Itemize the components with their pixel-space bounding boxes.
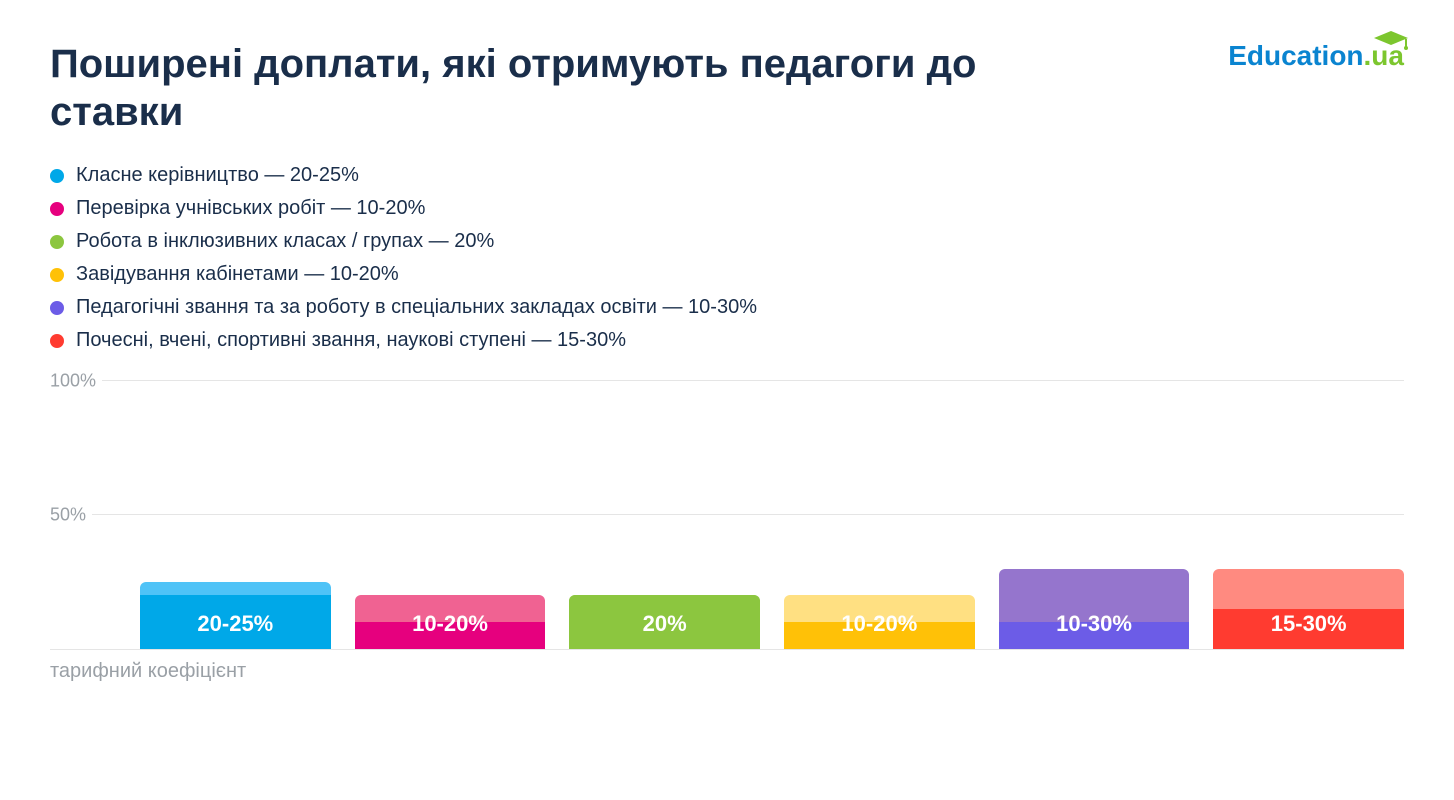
legend: Класне керівництво — 20-25% Перевірка учн… xyxy=(50,164,1404,352)
legend-label: Робота в інклюзивних класах / групах — 2… xyxy=(76,230,494,253)
bar: 10-20% xyxy=(784,595,975,649)
bar-slot: 15-30% xyxy=(1213,381,1404,649)
bar-slot: 20% xyxy=(569,381,760,649)
legend-dot xyxy=(50,301,64,315)
bar-value-label: 10-20% xyxy=(784,611,975,637)
gridline xyxy=(50,514,1404,515)
bar-value-label: 10-30% xyxy=(999,611,1190,637)
header: Поширені доплати, які отримують педагоги… xyxy=(50,40,1404,136)
bar: 10-20% xyxy=(355,595,546,649)
logo-text-edu: Education xyxy=(1228,40,1363,72)
bar-chart: 20-25%10-20%20%10-20%10-30%15-30% 100%50… xyxy=(50,380,1404,650)
y-tick-label: 100% xyxy=(50,371,102,392)
bar: 20-25% xyxy=(140,582,331,649)
bar-slot: 20-25% xyxy=(140,381,331,649)
bar-slot: 10-20% xyxy=(355,381,546,649)
y-tick-label: 50% xyxy=(50,505,92,526)
legend-dot xyxy=(50,169,64,183)
logo: Education.ua xyxy=(1228,40,1404,72)
bar: 15-30% xyxy=(1213,569,1404,649)
x-axis-label: тарифний коефіцієнт xyxy=(50,660,1404,683)
legend-item: Перевірка учнівських робіт — 10-20% xyxy=(50,197,1404,220)
graduation-cap-icon xyxy=(1374,26,1408,58)
bar-value-label: 20% xyxy=(569,611,760,637)
legend-dot xyxy=(50,268,64,282)
legend-item: Завідування кабінетами — 10-20% xyxy=(50,263,1404,286)
chart-container: 20-25%10-20%20%10-20%10-30%15-30% 100%50… xyxy=(50,380,1404,683)
bar: 20% xyxy=(569,595,760,649)
bar: 10-30% xyxy=(999,569,1190,649)
page-title: Поширені доплати, які отримують педагоги… xyxy=(50,40,1100,136)
bar-value-label: 15-30% xyxy=(1213,611,1404,637)
legend-dot xyxy=(50,202,64,216)
legend-item: Робота в інклюзивних класах / групах — 2… xyxy=(50,230,1404,253)
bar-value-label: 20-25% xyxy=(140,611,331,637)
bar-value-label: 10-20% xyxy=(355,611,546,637)
legend-item: Педагогічні звання та за роботу в спеціа… xyxy=(50,296,1404,319)
legend-label: Педагогічні звання та за роботу в спеціа… xyxy=(76,296,757,319)
legend-item: Почесні, вчені, спортивні звання, науков… xyxy=(50,329,1404,352)
legend-dot xyxy=(50,235,64,249)
bar-slot: 10-20% xyxy=(784,381,975,649)
legend-label: Почесні, вчені, спортивні звання, науков… xyxy=(76,329,626,352)
legend-label: Перевірка учнівських робіт — 10-20% xyxy=(76,197,425,220)
legend-item: Класне керівництво — 20-25% xyxy=(50,164,1404,187)
legend-label: Класне керівництво — 20-25% xyxy=(76,164,359,187)
bars-area: 20-25% 10-20% 20% 10-20% 10-30% 15-30% xyxy=(140,381,1404,649)
legend-dot xyxy=(50,334,64,348)
bar-slot: 10-30% xyxy=(999,381,1190,649)
legend-label: Завідування кабінетами — 10-20% xyxy=(76,263,399,286)
